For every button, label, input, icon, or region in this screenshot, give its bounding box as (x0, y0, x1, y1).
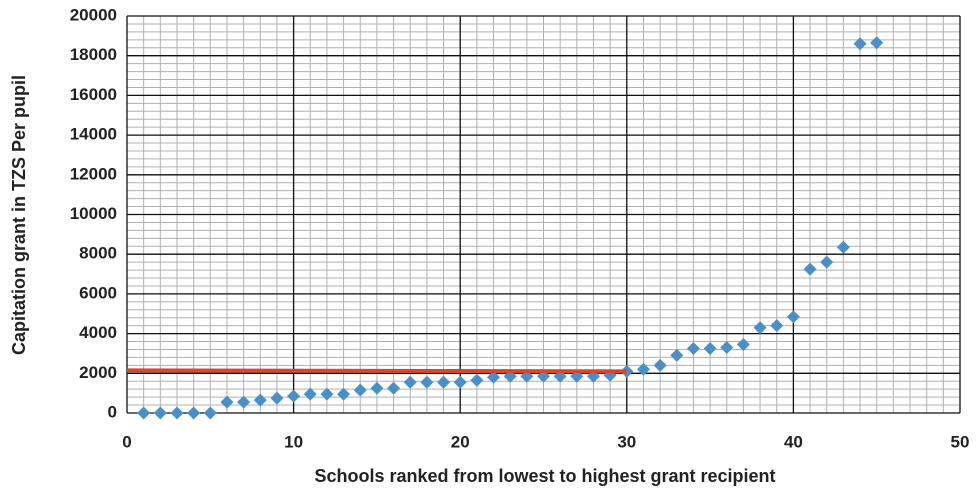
x-tick-label: 20 (451, 432, 470, 451)
y-tick-label: 18000 (70, 45, 117, 64)
data-point (237, 395, 251, 409)
y-tick-label: 2000 (79, 363, 117, 382)
data-point (470, 373, 484, 387)
data-point (636, 362, 650, 376)
data-point (353, 383, 367, 397)
x-tick-label: 50 (951, 432, 970, 451)
data-point (137, 406, 151, 420)
y-tick-label: 16000 (70, 85, 117, 104)
data-point (487, 370, 501, 384)
data-point (220, 395, 234, 409)
data-point (820, 255, 834, 269)
data-point (403, 375, 417, 389)
data-point (203, 406, 217, 420)
data-point (720, 340, 734, 354)
reference-line (126, 368, 627, 374)
data-point (836, 240, 850, 254)
x-tick-label: 10 (284, 432, 303, 451)
y-axis-title: Capitation grant in TZS Per pupil (9, 75, 29, 355)
data-point (187, 406, 201, 420)
data-point (387, 381, 401, 395)
data-point (153, 406, 167, 420)
data-point (653, 358, 667, 372)
data-point (170, 406, 184, 420)
data-point (670, 348, 684, 362)
data-point (303, 387, 317, 401)
y-tick-label: 8000 (79, 244, 117, 263)
data-point (320, 387, 334, 401)
data-point (337, 387, 351, 401)
data-point (287, 389, 301, 403)
data-point (703, 341, 717, 355)
data-point (370, 381, 384, 395)
y-tick-label: 14000 (70, 125, 117, 144)
x-tick-label: 40 (784, 432, 803, 451)
y-tick-label: 12000 (70, 164, 117, 183)
data-point (786, 310, 800, 324)
data-point (437, 375, 451, 389)
x-axis-title: Schools ranked from lowest to highest gr… (314, 466, 775, 486)
y-tick-label: 0 (108, 402, 117, 421)
data-point (253, 393, 267, 407)
x-tick-label: 0 (122, 432, 131, 451)
data-point (453, 375, 467, 389)
data-point (420, 375, 434, 389)
y-tick-label: 20000 (70, 5, 117, 24)
data-point (853, 37, 867, 51)
data-point (753, 321, 767, 335)
data-point (770, 319, 784, 333)
data-point (736, 338, 750, 352)
y-tick-label: 6000 (79, 283, 117, 302)
x-tick-label: 30 (617, 432, 636, 451)
data-point (270, 391, 284, 405)
data-point (686, 341, 700, 355)
y-tick-label: 4000 (79, 323, 117, 342)
data-point (803, 262, 817, 276)
y-tick-label: 10000 (70, 204, 117, 223)
data-point (870, 36, 884, 50)
